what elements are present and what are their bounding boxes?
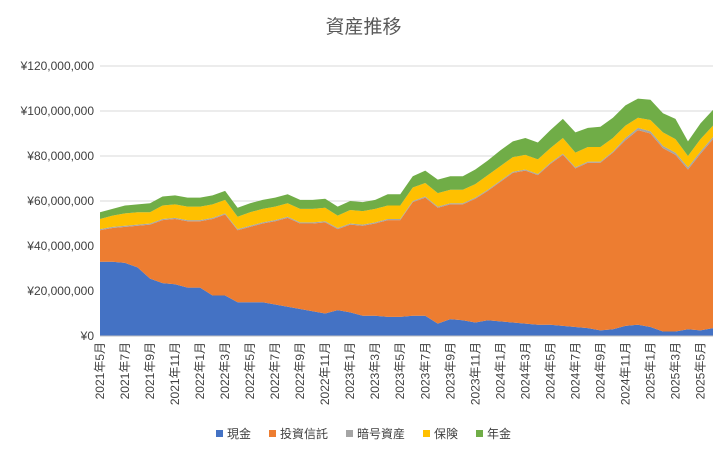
y-tick-label: ¥40,000,000 (26, 239, 94, 253)
x-tick-label: 2024年1月 (493, 342, 507, 399)
area-series-3 (100, 117, 713, 230)
x-tick-label: 2021年11月 (168, 342, 182, 405)
legend-swatch-2 (346, 430, 353, 437)
x-tick-label: 2023年7月 (418, 342, 432, 399)
area-series-1 (100, 130, 713, 332)
x-tick-label: 2023年5月 (393, 342, 407, 399)
x-tick-label: 2022年5月 (243, 342, 257, 399)
legend-label-3: 保険 (434, 427, 458, 441)
x-tick-label: 2025年5月 (693, 342, 707, 399)
legend-label-2: 暗号資産 (357, 426, 405, 441)
legend-swatch-0 (216, 430, 223, 437)
legend: 現金 投資信託 暗号資産 保険 年金 (216, 426, 511, 441)
y-tick-label: ¥20,000,000 (26, 284, 94, 298)
x-tick-label: 2025年1月 (643, 342, 657, 399)
y-tick-label: ¥80,000,000 (26, 149, 94, 163)
y-tick-label: ¥120,000,000 (20, 59, 95, 73)
axes: ¥0 ¥20,000,000 ¥40,000,000 ¥60,000,000 ¥80,0… (20, 59, 713, 405)
y-tick-label: ¥0 (80, 329, 95, 343)
x-tick-label: 2022年1月 (193, 342, 207, 399)
x-tick-label: 2021年9月 (143, 342, 157, 399)
legend-label-1: 投資信託 (280, 426, 328, 441)
x-tick-label: 2024年11月 (618, 342, 632, 405)
legend-label-4: 年金 (487, 426, 511, 441)
area-series-0 (100, 261, 713, 336)
legend-label-0: 現金 (227, 426, 251, 441)
legend-swatch-1 (269, 430, 276, 437)
x-tick-label: 2024年5月 (543, 342, 557, 399)
x-tick-label: 2024年3月 (518, 342, 532, 399)
x-tick-label: 2024年7月 (568, 342, 582, 399)
y-tick-label: ¥60,000,000 (26, 194, 94, 208)
x-tick-label: 2022年9月 (293, 342, 307, 399)
x-tick-label: 2021年7月 (118, 342, 132, 399)
x-tick-label: 2025年3月 (668, 342, 682, 399)
area-series-2 (100, 127, 713, 231)
area-series-4 (100, 98, 713, 219)
y-tick-label: ¥100,000,000 (20, 104, 95, 118)
x-tick-label: 2022年11月 (318, 342, 332, 405)
x-tick-label: 2023年11月 (468, 342, 482, 405)
legend-swatch-4 (476, 430, 483, 437)
x-tick-label: 2022年3月 (218, 342, 232, 399)
x-tick-label: 2023年1月 (343, 342, 357, 399)
x-tick-label: 2023年3月 (368, 342, 382, 399)
x-tick-label: 2023年9月 (443, 342, 457, 399)
area-series (100, 98, 713, 336)
chart-title: 資産推移 (325, 16, 401, 38)
legend-swatch-3 (423, 430, 430, 437)
x-tick-label: 2021年5月 (93, 342, 107, 399)
x-tick-label: 2024年9月 (593, 342, 607, 399)
x-tick-label: 2022年7月 (268, 342, 282, 399)
